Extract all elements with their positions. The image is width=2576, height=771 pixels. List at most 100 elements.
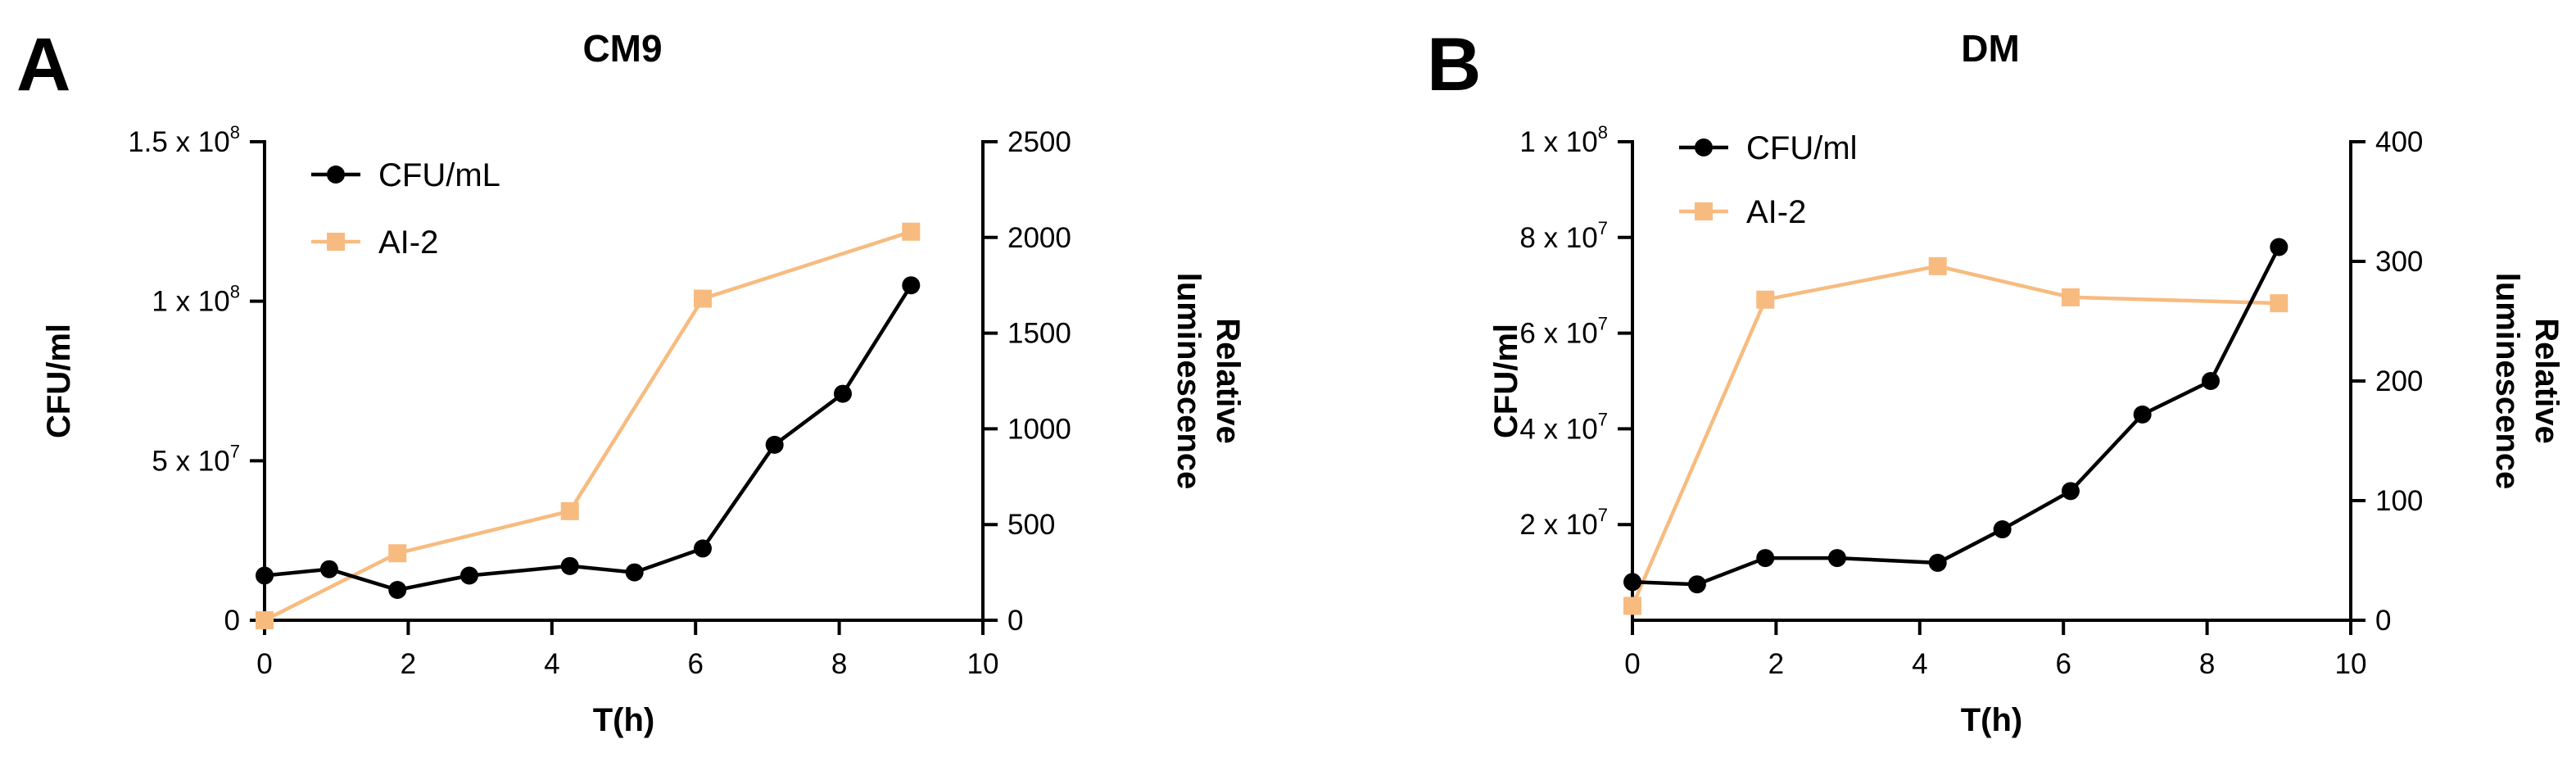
y2-tick-label: 200: [2375, 365, 2423, 397]
y-tick-exponent: 8: [230, 282, 240, 302]
y-tick-label: 0: [224, 605, 240, 637]
data-point: [388, 544, 407, 563]
y-tick-label: 5 x 107: [152, 441, 240, 477]
data-point: [1623, 596, 1641, 615]
legend-label: CFU/ml: [1746, 130, 1858, 166]
y2-tick-label: 2000: [1007, 222, 1071, 254]
data-point: [2061, 482, 2080, 501]
x-tick-label: 0: [1624, 648, 1640, 680]
x-tick-label: 2: [1768, 648, 1784, 680]
y2-tick-label: 2500: [1007, 126, 1071, 158]
series-line: [1632, 246, 2281, 587]
y-tick-base: 4 x 10: [1519, 413, 1597, 445]
legend: CFU/ml AI-2: [1679, 130, 1858, 230]
series-line: [264, 284, 913, 592]
panel-letter: A: [16, 23, 70, 107]
legend-label: AI-2: [378, 224, 438, 261]
data-point: [560, 556, 579, 575]
x-tick-label: 6: [2055, 648, 2071, 680]
data-point: [625, 563, 644, 582]
x-tick-label: 8: [2199, 648, 2215, 680]
y-tick-exponent: 8: [230, 122, 240, 143]
legend-label: AI-2: [1746, 194, 1806, 230]
y-tick-base: 8 x 10: [1519, 222, 1597, 254]
data-point: [833, 384, 852, 403]
data-point: [460, 566, 478, 585]
y2-tick-label: 500: [1007, 509, 1055, 541]
y-tick-exponent: 7: [1598, 218, 1608, 238]
data-point: [902, 276, 921, 295]
y-tick-base: 2 x 10: [1519, 509, 1597, 541]
y-tick-base: 1.5 x 10: [128, 126, 230, 158]
y-axis-label: CFU/ml: [1488, 324, 1524, 438]
y2-tick-label: 1000: [1007, 413, 1071, 445]
data-point: [2133, 405, 2152, 424]
series-cfu-ml: [256, 276, 921, 600]
y-tick-base: 1 x 10: [152, 286, 229, 318]
data-point: [765, 435, 784, 454]
legend-label: CFU/mL: [378, 157, 500, 193]
legend-marker: [1695, 202, 1713, 220]
data-point: [388, 581, 407, 600]
y-tick-base: 0: [224, 605, 240, 637]
data-point: [560, 501, 579, 520]
x-tick-label: 6: [687, 648, 703, 680]
y-tick-exponent: 7: [1598, 314, 1608, 334]
y2-tick-label: 300: [2375, 246, 2423, 278]
y2-tick-label: 1500: [1007, 318, 1071, 350]
data-point: [256, 566, 274, 585]
y-tick-base: 6 x 10: [1519, 318, 1597, 350]
y-tick-label: 1 x 108: [1519, 122, 1608, 158]
x-tick-label: 4: [1912, 648, 1927, 680]
x-axis-label: T(h): [593, 702, 655, 738]
legend: CFU/mL AI-2: [311, 157, 500, 261]
y-tick-base: 1 x 10: [1519, 126, 1597, 158]
data-point: [2270, 238, 2289, 256]
legend-marker: [327, 233, 345, 251]
y-tick-label: 2 x 107: [1519, 505, 1608, 541]
panel-letter: B: [1427, 23, 1481, 107]
legend-marker: [1695, 138, 1713, 156]
data-point: [1756, 290, 1775, 309]
x-tick-label: 8: [831, 648, 847, 680]
data-point: [256, 611, 274, 629]
y-tick-exponent: 7: [1598, 505, 1608, 525]
data-point: [2270, 294, 2289, 313]
y-tick-label: 1.5 x 108: [128, 122, 240, 158]
y2-tick-label: 400: [2375, 126, 2423, 158]
x-tick-label: 4: [544, 648, 559, 680]
data-point: [1623, 573, 1641, 592]
y-tick-label: 6 x 107: [1519, 314, 1608, 350]
x-axis-label: T(h): [1961, 702, 2023, 738]
data-point: [2061, 288, 2080, 306]
data-point: [1827, 549, 1846, 568]
y-axis-label: CFU/ml: [41, 324, 77, 438]
y-tick-exponent: 7: [230, 441, 240, 461]
chart-title: CM9: [582, 27, 662, 70]
y-tick-label: 8 x 107: [1519, 218, 1608, 254]
y2-axis-label-line: Relative: [1210, 318, 1246, 443]
data-point: [902, 222, 921, 241]
x-tick-label: 10: [967, 648, 999, 680]
chart-title: DM: [1961, 27, 2020, 70]
data-point: [1687, 575, 1706, 594]
y2-tick-label: 100: [2375, 485, 2423, 517]
y-tick-label: 4 x 107: [1519, 409, 1608, 445]
y2-tick-label: 0: [1007, 605, 1023, 637]
x-tick-label: 2: [401, 648, 416, 680]
series-cfu-ml: [1623, 238, 2289, 594]
series-line: [263, 229, 912, 623]
y-tick-exponent: 8: [1598, 122, 1608, 143]
data-point: [1928, 256, 1947, 275]
data-point: [1928, 553, 1947, 572]
y2-axis-label-line: luminescence: [1170, 273, 1207, 490]
y2-axis-label-line: Relative: [2528, 318, 2565, 443]
data-point: [693, 539, 712, 558]
x-tick-label: 10: [2335, 648, 2367, 680]
y2-axis-label-line: luminescence: [2489, 273, 2525, 490]
data-point: [2201, 372, 2220, 390]
